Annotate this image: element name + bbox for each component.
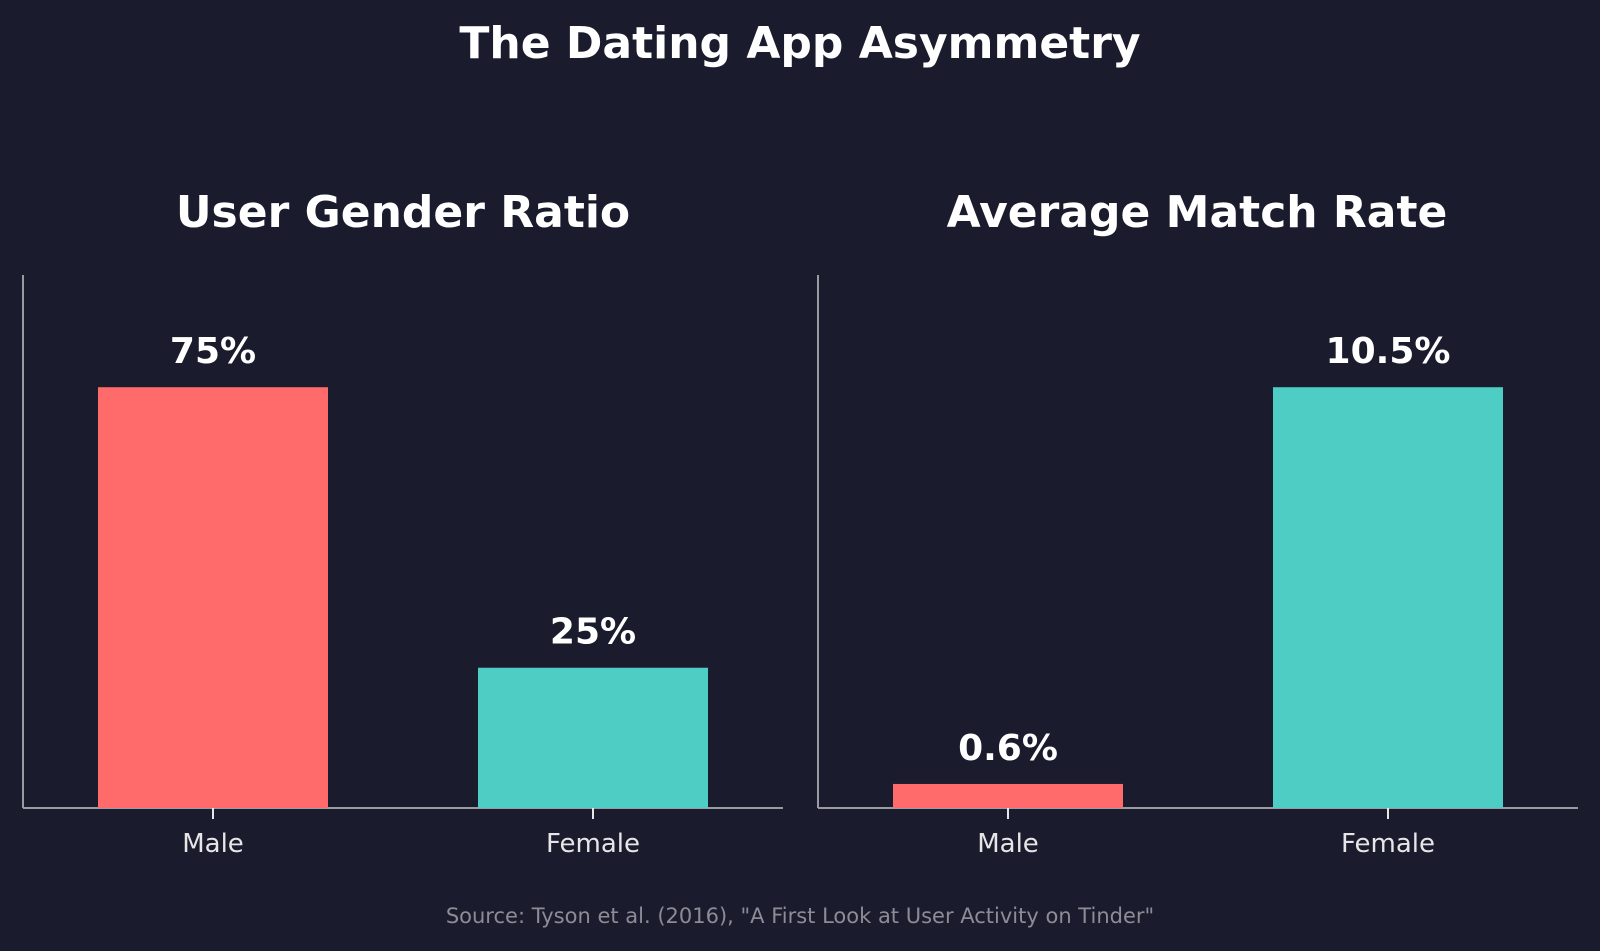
chart-title: Average Match Rate <box>947 187 1448 238</box>
chart-title: User Gender Ratio <box>176 187 630 238</box>
data-label-male: 0.6% <box>958 728 1058 769</box>
bar-male <box>893 783 1123 808</box>
x-tick-label-female: Female <box>1341 829 1435 859</box>
chart-average-match-rate: Average Match Rate 0.6% Male 10.5% Female <box>817 187 1578 859</box>
bar-female <box>1273 387 1503 808</box>
data-label-male: 75% <box>170 331 256 372</box>
x-tick-label-female: Female <box>546 829 640 859</box>
chart-user-gender-ratio: User Gender Ratio 75% Male 25% Female <box>22 187 783 859</box>
x-tick-label-male: Male <box>182 829 244 859</box>
data-label-female: 10.5% <box>1326 331 1451 372</box>
figure-title: The Dating App Asymmetry <box>459 18 1140 69</box>
data-label-female: 25% <box>550 612 636 653</box>
x-tick-label-male: Male <box>977 829 1039 859</box>
source-note: Source: Tyson et al. (2016), "A First Lo… <box>446 904 1154 928</box>
bar-female <box>478 667 708 808</box>
bar-male <box>98 387 328 808</box>
